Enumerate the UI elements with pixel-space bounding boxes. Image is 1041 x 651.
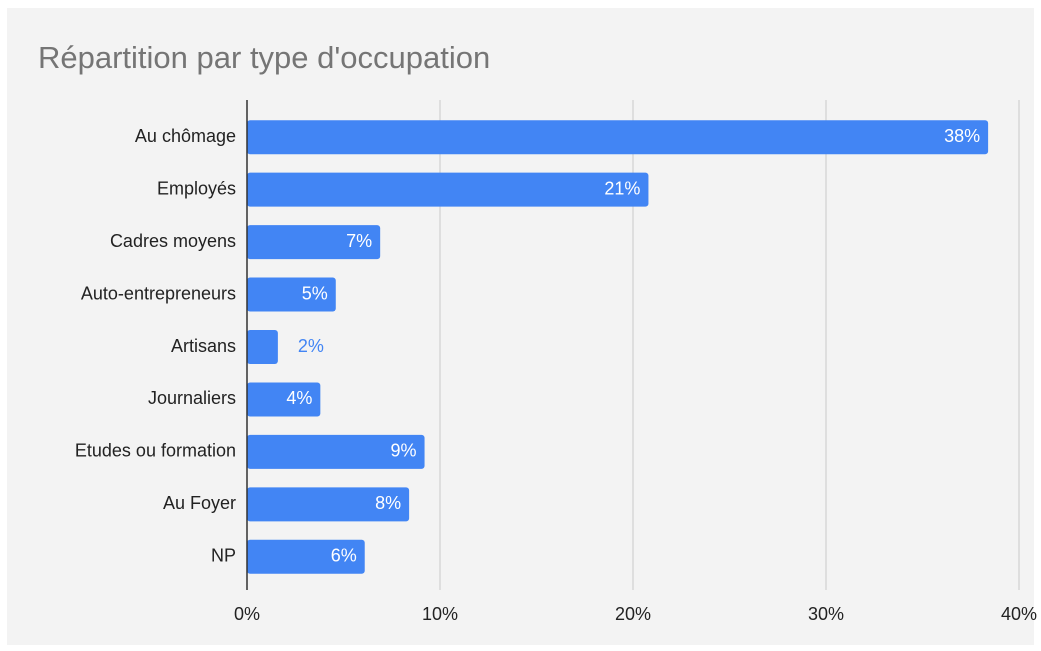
y-tick-label: Au chômage (135, 126, 236, 146)
y-tick-label: Employés (157, 178, 236, 198)
x-tick-label: 10% (422, 604, 458, 624)
data-label: 6% (331, 546, 357, 566)
y-tick-label: Au Foyer (163, 493, 236, 513)
data-label: 2% (298, 336, 324, 356)
x-tick-label: 40% (1001, 604, 1037, 624)
data-label: 9% (391, 441, 417, 461)
chart-background (7, 8, 1034, 645)
bar (247, 382, 321, 417)
data-label: 4% (286, 388, 312, 408)
y-tick-label: Cadres moyens (110, 231, 236, 251)
x-tick-label: 20% (615, 604, 651, 624)
y-tick-label: Artisans (171, 336, 236, 356)
bar (247, 330, 278, 364)
y-tick-label: Etudes ou formation (75, 441, 236, 461)
x-tick-label: 30% (808, 604, 844, 624)
bar (247, 539, 365, 574)
y-tick-label: Journaliers (148, 388, 236, 408)
bar (247, 172, 649, 207)
chart-title: Répartition par type d'occupation (38, 40, 490, 75)
bar (247, 225, 381, 260)
data-label: 5% (302, 283, 328, 303)
bar (247, 120, 989, 155)
data-label: 8% (375, 493, 401, 513)
bar (247, 487, 410, 522)
x-tick-label: 0% (234, 604, 260, 624)
y-tick-label: Auto-entrepreneurs (81, 283, 236, 303)
bar (247, 277, 336, 312)
y-tick-label: NP (211, 546, 236, 566)
bar (247, 434, 425, 469)
data-label: 21% (604, 178, 640, 198)
data-label: 38% (944, 126, 980, 146)
data-label: 7% (346, 231, 372, 251)
